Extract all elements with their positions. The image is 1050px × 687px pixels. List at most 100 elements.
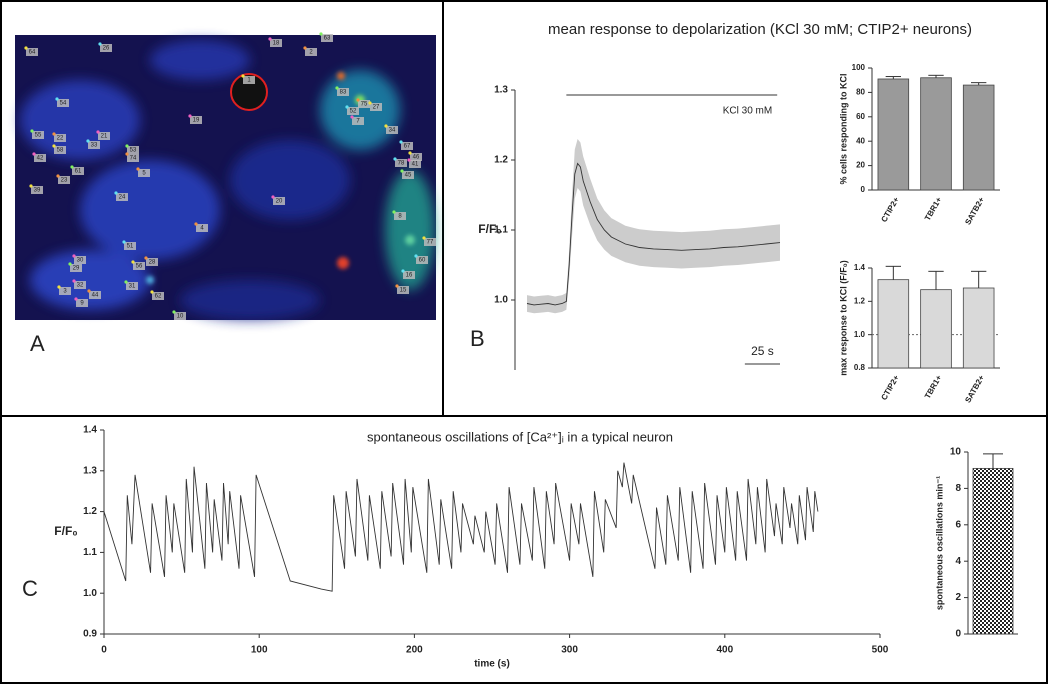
- roi-label: 77: [427, 240, 434, 246]
- roi-label: 51: [127, 244, 134, 250]
- roi-tag: [243, 76, 255, 84]
- roi-label: 46: [413, 155, 420, 161]
- roi-tag: [337, 88, 349, 96]
- roi-label: 53: [130, 148, 137, 154]
- x-tick-label: TBR1+: [923, 195, 944, 222]
- roi-dot: [303, 46, 307, 50]
- y-tick-label: 80: [856, 88, 865, 97]
- roi-tag: [410, 153, 422, 161]
- roi-tag: [59, 287, 71, 295]
- scale-bar-label: 25 s: [751, 344, 774, 358]
- roi-tag: [424, 238, 436, 246]
- roi-label: 44: [92, 293, 99, 299]
- y-tick-label: 1.0: [83, 588, 97, 599]
- roi-dot: [150, 290, 154, 294]
- roi-tag: [270, 39, 282, 47]
- roi-label: 41: [412, 162, 419, 168]
- roi-tag: [76, 299, 88, 307]
- x-axis-label: time (s): [474, 659, 510, 670]
- roi-label: 5: [142, 171, 146, 177]
- roi-dot: [194, 222, 198, 226]
- roi-dot: [72, 254, 76, 258]
- panel-label: A: [30, 331, 45, 356]
- roi-label: 18: [273, 41, 280, 47]
- roi-dot: [335, 86, 339, 90]
- roi-dot: [52, 132, 56, 136]
- y-tick-label: 1.2: [854, 296, 866, 305]
- y-tick-label: 60: [856, 112, 865, 121]
- y-tick-label: 0: [955, 629, 961, 640]
- roi-dot: [172, 310, 176, 314]
- roi-tag: [127, 154, 139, 162]
- roi-dot: [86, 139, 90, 143]
- y-axis-label: F/F₀: [54, 524, 77, 538]
- roi-label: 52: [350, 109, 357, 115]
- y-tick-label: 1.4: [854, 263, 866, 272]
- roi-label: 7: [356, 119, 360, 125]
- roi-dot: [401, 269, 405, 273]
- roi-tag: [31, 186, 43, 194]
- roi-label: 54: [60, 101, 67, 107]
- roi-dot: [407, 158, 411, 162]
- roi-dot: [368, 101, 372, 105]
- x-tick-label: 500: [872, 645, 889, 656]
- roi-tag: [370, 103, 382, 111]
- y-tick-label: 20: [856, 161, 865, 170]
- roi-dot: [188, 114, 192, 118]
- roi-tag: [138, 169, 150, 177]
- roi-tag: [347, 107, 359, 115]
- roi-dot: [408, 151, 412, 155]
- y-axis-label: max response to KCl (F/F₀): [838, 260, 848, 376]
- roi-label: 10: [177, 314, 184, 320]
- y-tick-label: 1.2: [494, 155, 508, 166]
- roi-tag: [133, 262, 145, 270]
- roi-label: 32: [77, 283, 84, 289]
- roi-dot: [56, 174, 60, 178]
- roi-label: 58: [57, 148, 64, 154]
- roi-dot: [29, 184, 33, 188]
- roi-label: 31: [129, 284, 136, 290]
- roi-dot: [114, 191, 118, 195]
- roi-dot: [241, 74, 245, 78]
- roi-tag: [70, 264, 82, 272]
- roi-tag: [305, 48, 317, 56]
- y-tick-label: 6: [955, 519, 961, 530]
- roi-tag: [34, 154, 46, 162]
- x-tick-label: 0: [101, 645, 107, 656]
- roi-dot: [72, 279, 76, 283]
- roi-label: 16: [406, 273, 413, 279]
- roi-dot: [57, 285, 61, 289]
- roi-dot: [124, 280, 128, 284]
- bar: [920, 77, 952, 191]
- panel-label: B: [470, 326, 485, 351]
- y-tick-label: 8: [955, 483, 961, 494]
- roi-dot: [144, 256, 148, 260]
- roi-label: 8: [398, 214, 402, 220]
- y-tick-label: 1.1: [494, 225, 508, 236]
- y-tick-label: 40: [856, 136, 865, 145]
- roi-tag: [402, 171, 414, 179]
- roi-dot: [395, 284, 399, 288]
- roi-tag: [386, 126, 398, 134]
- roi-label: 26: [103, 46, 110, 52]
- roi-dot: [30, 129, 34, 133]
- roi-label: 63: [324, 36, 331, 42]
- roi-dot: [414, 254, 418, 258]
- y-tick-label: 1.4: [83, 425, 97, 436]
- roi-label: 75: [361, 102, 368, 108]
- roi-tag: [152, 292, 164, 300]
- bar: [920, 289, 952, 369]
- roi-dot: [399, 140, 403, 144]
- micrograph: [15, 35, 436, 320]
- stimulus-label: KCl 30 mM: [723, 106, 772, 117]
- roi-label: 2: [309, 50, 313, 56]
- roi-tag: [54, 146, 66, 154]
- roi-dot: [24, 46, 28, 50]
- y-axis-label: spontaneous oscillations min⁻¹: [934, 476, 944, 610]
- chart-title: spontaneous oscillations of [Ca²⁺]ᵢ in a…: [367, 429, 673, 444]
- roi-tag: [190, 116, 202, 124]
- y-tick-label: 1.0: [854, 330, 866, 339]
- roi-label: 74: [130, 156, 137, 162]
- roi-label: 62: [155, 294, 162, 300]
